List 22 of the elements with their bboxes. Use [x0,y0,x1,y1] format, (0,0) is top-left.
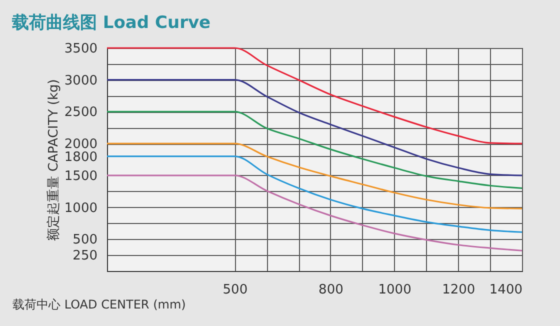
y-tick-label: 250 [72,248,98,264]
x-tick-label: 1400 [489,282,522,298]
line-series [106,156,523,233]
y-tick-label: 1000 [64,200,98,216]
line-series [106,142,523,210]
y-tick-label: 3500 [64,42,98,56]
y-axis-title: 额定起重量 CAPACITY (kg) [46,79,62,241]
x-axis-title: 载荷中心 LOAD CENTER (mm) [12,298,186,312]
y-tick-label: 500 [72,232,98,248]
line-series [106,174,523,252]
y-tick-label: 3000 [64,73,98,88]
y-tick-label: 2500 [64,105,98,120]
line-series [106,79,523,176]
x-tick-label: 500 [222,282,248,298]
chart-title: 载荷曲线图 Load Curve [11,13,211,33]
y-tick-label: 1500 [64,168,98,184]
y-tick-label: 1800 [64,150,98,165]
y-tick-label: 2000 [64,137,98,152]
x-tick-label: 800 [318,282,344,298]
x-tick-label: 1000 [378,282,412,298]
line-series [106,110,523,189]
x-tick-label: 1200 [442,282,476,298]
